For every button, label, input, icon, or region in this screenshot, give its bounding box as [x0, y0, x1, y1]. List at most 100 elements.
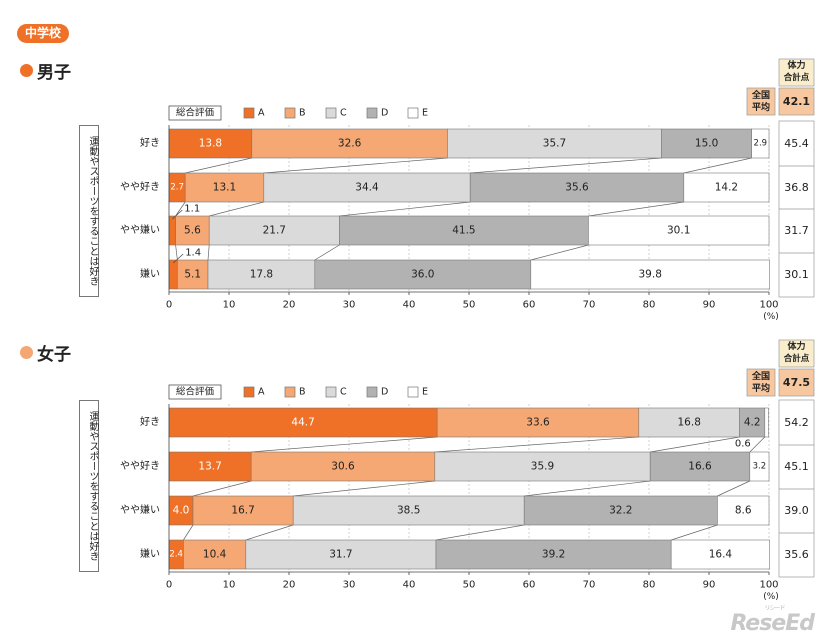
- x-tick-label: 10: [223, 300, 236, 311]
- data-label: 35.6: [565, 182, 589, 194]
- connector-line: [175, 244, 178, 261]
- total-score-value: 39.0: [784, 504, 809, 517]
- connector-line: [293, 480, 435, 497]
- connector-line: [524, 480, 651, 497]
- data-label: 5.6: [184, 225, 201, 237]
- total-score-header-line2: 合計点: [783, 353, 810, 364]
- data-label: 38.5: [397, 505, 420, 517]
- national-average-label-line2: 平均: [752, 382, 770, 394]
- girls-chart-group: [168, 339, 815, 578]
- bar-segment-E: [749, 451, 770, 482]
- bar-segment-D: [314, 259, 532, 290]
- connector-line: [314, 244, 340, 261]
- data-label: 32.2: [609, 505, 632, 517]
- connector-line: [251, 436, 438, 453]
- x-tick-label: 60: [523, 580, 536, 591]
- bar-segment-B: [436, 407, 640, 438]
- connector-line: [192, 480, 252, 497]
- bar-segment-E: [588, 215, 770, 246]
- bar-segment-A: [168, 128, 253, 159]
- bar-segment-B: [175, 215, 210, 246]
- bar-segment-C: [292, 495, 525, 526]
- category-label: やや嫌い: [120, 503, 160, 516]
- connector-line: [434, 436, 639, 453]
- bar-segment-B: [250, 451, 436, 482]
- x-tick-label: 70: [583, 300, 596, 311]
- bar-segment-D: [739, 407, 766, 438]
- connector-line: [183, 524, 194, 541]
- connector-line: [530, 244, 589, 261]
- connector-line: [175, 201, 186, 217]
- national-average-value: 47.5: [783, 376, 810, 389]
- data-label: 10.4: [203, 549, 227, 561]
- boys-title-text: 男子: [37, 63, 71, 83]
- bar-segment-A: [168, 259, 178, 290]
- legend-swatch-C: [325, 107, 337, 119]
- x-tick-label: 90: [703, 580, 716, 591]
- data-label: 30.1: [667, 225, 690, 237]
- bar-segment-D: [435, 539, 672, 570]
- category-label: 嫌い: [140, 547, 160, 560]
- connector-line: [435, 524, 525, 541]
- category-label: やや好き: [120, 181, 160, 193]
- national-average-value-box: [778, 368, 815, 397]
- legend-swatch-E: [407, 386, 419, 398]
- bar-segment-E: [670, 539, 770, 570]
- x-tick-label: 40: [403, 300, 416, 311]
- data-label: 36.0: [411, 269, 434, 281]
- category-label: 好き: [140, 416, 160, 428]
- connector-line: [717, 480, 750, 497]
- bar-segment-A: [168, 215, 176, 246]
- legend-label-C: C: [340, 108, 347, 119]
- total-score-header-line1: 体力: [787, 59, 805, 71]
- legend-title-box: [168, 105, 222, 121]
- national-average-value-box: [778, 87, 815, 116]
- data-label: 34.4: [355, 182, 379, 194]
- connector-line: [207, 244, 210, 261]
- data-label: 2.9: [754, 139, 768, 149]
- data-label: 35.7: [543, 138, 566, 150]
- data-label: 2.4: [169, 550, 183, 560]
- total-score-value: 35.6: [784, 548, 809, 561]
- data-label: 16.7: [231, 505, 254, 517]
- bar-segment-C: [263, 172, 471, 203]
- legend-label-D: D: [381, 387, 388, 398]
- data-label: 15.0: [695, 138, 718, 150]
- callout-line: [172, 253, 184, 264]
- bar-segment-E: [717, 495, 770, 526]
- watermark-text: ReseEd: [730, 611, 815, 636]
- category-label: やや好き: [120, 460, 160, 472]
- category-label: 嫌い: [140, 267, 160, 280]
- x-tick-label: 80: [643, 580, 656, 591]
- total-score-column: [778, 399, 815, 578]
- connector-line: [588, 201, 684, 217]
- connector-line: [683, 157, 752, 174]
- x-tick-label: 50: [463, 580, 476, 591]
- legend-label-E: E: [422, 387, 428, 398]
- x-tick-label: 30: [343, 300, 356, 311]
- data-label: 16.8: [678, 417, 701, 429]
- total-score-value: 45.1: [784, 460, 809, 473]
- girls-dot-icon: [20, 346, 33, 359]
- data-label: 13.7: [198, 461, 221, 473]
- national-average-label-line1: 全国: [751, 89, 770, 101]
- x-tick-label: 80: [643, 300, 656, 311]
- bar-segment-B: [183, 539, 247, 570]
- connector-line: [245, 524, 294, 541]
- x-tick-label: 70: [583, 580, 596, 591]
- legend-title: 総合評価: [176, 107, 215, 119]
- data-label-outside: 0.6: [735, 439, 751, 450]
- x-tick-label: 100: [759, 580, 778, 591]
- legend-swatch-A: [243, 386, 255, 398]
- legend-swatch-E: [407, 107, 419, 119]
- total-score-value: 54.2: [784, 416, 809, 429]
- bar-segment-E: [764, 407, 769, 438]
- x-tick-label: 0: [166, 300, 172, 311]
- data-label: 14.2: [715, 182, 738, 194]
- data-label: 30.6: [331, 461, 355, 473]
- data-label: 4.0: [173, 505, 190, 517]
- data-label: 31.7: [329, 549, 352, 561]
- data-label: 13.1: [213, 182, 236, 194]
- bar-segment-B: [251, 128, 448, 159]
